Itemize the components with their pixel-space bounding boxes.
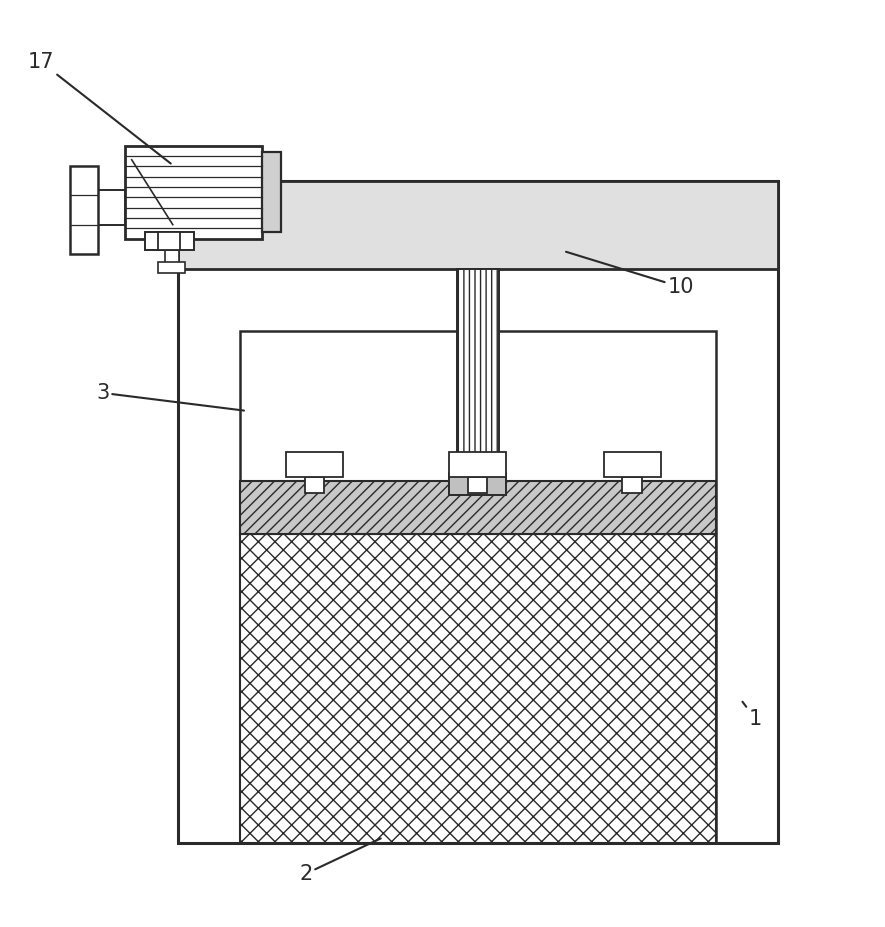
Bar [449,452,506,476]
Text: 2: 2 [299,838,381,883]
Bar [125,146,262,238]
Bar [449,473,506,495]
Bar [178,181,778,843]
Bar [240,534,716,843]
Bar [240,481,716,534]
Bar [240,331,716,843]
Text: 10: 10 [566,252,694,297]
Bar [304,476,324,492]
Bar [165,250,179,266]
Bar [158,233,181,250]
Text: 17: 17 [27,52,171,163]
Text: 3: 3 [96,383,244,411]
Bar [457,270,499,481]
Bar [145,233,194,250]
Bar [262,152,281,233]
Bar [468,476,488,492]
Bar [178,181,778,270]
Bar [158,262,185,273]
Bar [604,452,661,476]
Text: 1: 1 [743,702,762,730]
Bar [70,166,98,254]
Bar [622,476,642,492]
Bar [98,190,125,225]
Bar [286,452,343,476]
